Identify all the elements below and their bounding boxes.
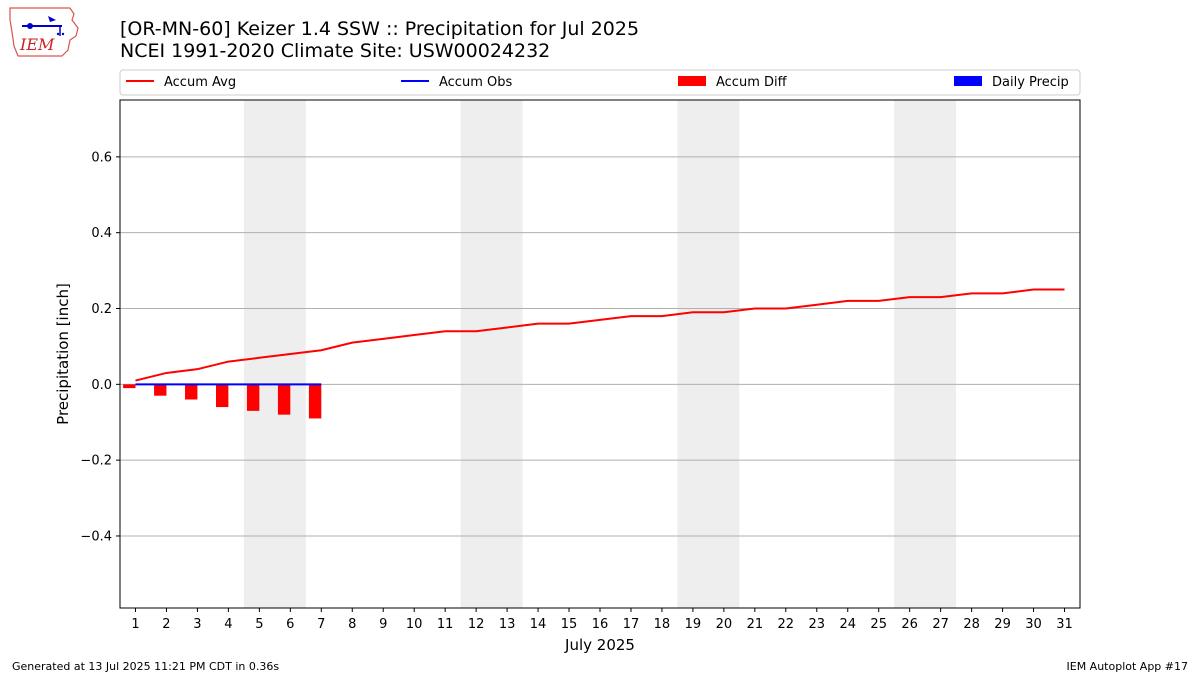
accum-avg-line bbox=[135, 288, 1065, 382]
y-tick-label: −0.4 bbox=[80, 529, 112, 544]
y-tick-label: 0.4 bbox=[91, 226, 112, 241]
x-axis-label: July 2025 bbox=[564, 636, 635, 654]
x-tick-label: 26 bbox=[901, 617, 918, 632]
accum-diff-bar bbox=[308, 384, 322, 419]
x-tick-label: 25 bbox=[870, 617, 887, 632]
x-tick-label: 18 bbox=[654, 617, 671, 632]
x-tick-label: 29 bbox=[994, 617, 1011, 632]
legend-swatch-accum-diff bbox=[678, 76, 706, 86]
x-tick-label: 17 bbox=[623, 617, 640, 632]
x-tick-label: 11 bbox=[437, 617, 454, 632]
y-tick-label: 0.6 bbox=[91, 150, 112, 165]
x-tick-label: 20 bbox=[716, 617, 733, 632]
x-tick-label: 14 bbox=[530, 617, 547, 632]
y-axis-label: Precipitation [inch] bbox=[54, 283, 72, 425]
accum-diff-bar bbox=[154, 384, 167, 396]
x-tick-label: 5 bbox=[255, 617, 263, 632]
footer-app: IEM Autoplot App #17 bbox=[1066, 660, 1189, 673]
accum-diff-bar bbox=[246, 384, 260, 411]
logo-text: IEM bbox=[19, 35, 55, 54]
x-tick-label: 28 bbox=[963, 617, 980, 632]
x-tick-label: 22 bbox=[778, 617, 795, 632]
x-tick-label: 16 bbox=[592, 617, 609, 632]
legend-label-accum-obs: Accum Obs bbox=[439, 75, 512, 90]
y-tick-label: −0.2 bbox=[80, 454, 112, 469]
x-tick-label: 24 bbox=[839, 617, 856, 632]
x-tick-label: 30 bbox=[1025, 617, 1042, 632]
x-tick-label: 23 bbox=[809, 617, 826, 632]
x-tick-label: 9 bbox=[379, 617, 387, 632]
x-tick-label: 2 bbox=[162, 617, 170, 632]
x-tick-label: 8 bbox=[348, 617, 356, 632]
x-tick-label: 27 bbox=[932, 617, 949, 632]
footer-generated: Generated at 13 Jul 2025 11:21 PM CDT in… bbox=[12, 660, 280, 673]
x-tick-label: 1 bbox=[131, 617, 139, 632]
y-tick-label: 0.2 bbox=[91, 302, 112, 317]
weekend-shade bbox=[894, 100, 957, 608]
legend-swatch-daily-precip bbox=[954, 76, 982, 86]
accum-diff-bar bbox=[216, 384, 229, 408]
x-tick-label: 4 bbox=[224, 617, 232, 632]
chart-title-line1: [OR-MN-60] Keizer 1.4 SSW :: Precipitati… bbox=[120, 18, 640, 40]
x-tick-label: 13 bbox=[499, 617, 516, 632]
x-tick-label: 10 bbox=[406, 617, 423, 632]
legend-box bbox=[119, 69, 1081, 96]
x-tick-label: 12 bbox=[468, 617, 485, 632]
accum-diff-bar bbox=[185, 384, 198, 400]
legend-label-accum-diff: Accum Diff bbox=[716, 75, 788, 90]
accum-diff-bar bbox=[123, 384, 136, 389]
chart-title-line2: NCEI 1991-2020 Climate Site: USW00024232 bbox=[120, 40, 551, 62]
legend-label-accum-avg: Accum Avg bbox=[164, 75, 236, 90]
x-tick-label: 21 bbox=[747, 617, 764, 632]
iem-logo: IEM bbox=[8, 6, 80, 60]
x-tick-label: 19 bbox=[685, 617, 702, 632]
x-tick-label: 6 bbox=[286, 617, 294, 632]
x-tick-label: 7 bbox=[317, 617, 325, 632]
legend-label-daily-precip: Daily Precip bbox=[992, 75, 1069, 90]
y-tick-label: 0.0 bbox=[91, 378, 112, 393]
weekend-shade bbox=[677, 100, 740, 608]
x-tick-label: 31 bbox=[1056, 617, 1073, 632]
x-tick-label: 15 bbox=[561, 617, 578, 632]
accum-diff-bar bbox=[277, 384, 291, 415]
weekend-shade bbox=[460, 100, 523, 608]
x-tick-label: 3 bbox=[193, 617, 201, 632]
